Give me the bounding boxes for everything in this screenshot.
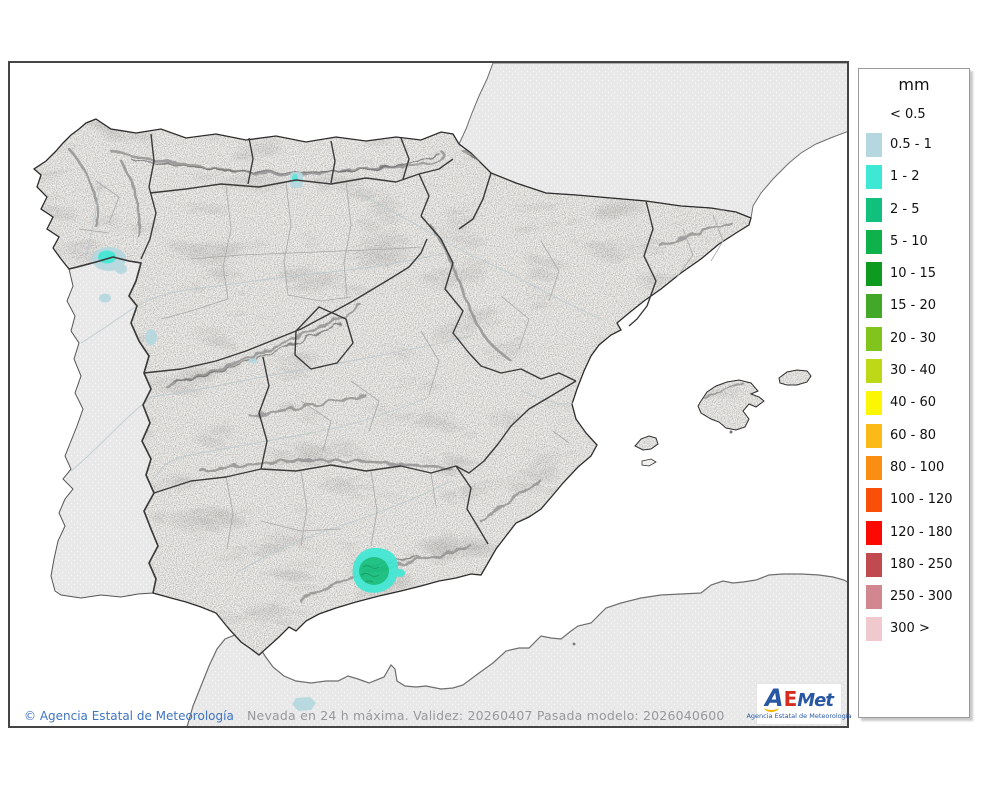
rivers <box>70 180 602 574</box>
alboran-island <box>572 642 576 646</box>
africa-land <box>186 573 847 726</box>
legend-label: 15 - 20 <box>890 298 937 314</box>
region-borders <box>68 133 657 594</box>
legend-label: 0.5 - 1 <box>890 137 932 152</box>
legend-label: 250 - 300 <box>890 589 953 605</box>
legend-swatch <box>866 359 882 384</box>
legend-label: 40 - 60 <box>890 395 937 411</box>
legend-row: 40 - 60 <box>866 391 969 416</box>
legend-label: 80 - 100 <box>890 459 945 475</box>
map-frame: © Agencia Estatal de Meteorología Nevada… <box>8 61 852 728</box>
logo-subtitle: Agencia Estatal de Meteorología <box>746 712 852 720</box>
legend-row: 180 - 250 <box>866 552 969 577</box>
legend-row: 10 - 15 <box>866 262 969 287</box>
snow-spots <box>92 172 405 711</box>
legend-label: 5 - 10 <box>890 233 928 249</box>
snow-portugal-estrela <box>145 329 157 345</box>
snow-rif-morocco <box>292 697 316 711</box>
legend-under-threshold-label: < 0.5 <box>890 107 926 122</box>
legend-row: 100 - 120 <box>866 488 969 513</box>
logo-letters-met: Met <box>797 690 834 711</box>
logo-letter-e: E <box>783 687 798 711</box>
legend-row: 0.5 - 1 <box>866 133 969 157</box>
snow-sierra-nevada-core <box>359 557 389 585</box>
snow-extremadura-spot <box>248 358 258 364</box>
legend-row: 2 - 5 <box>866 197 969 222</box>
legend-label: 180 - 250 <box>890 556 953 572</box>
legend-label: 120 - 180 <box>890 524 953 540</box>
snow-sierra-nevada-tab <box>395 569 405 577</box>
legend-row: 15 - 20 <box>866 294 969 319</box>
legend-label: 10 - 15 <box>890 266 937 282</box>
legend-row: 1 - 2 <box>866 165 969 190</box>
legend-swatch <box>866 455 882 480</box>
legend-swatch <box>866 391 882 416</box>
snow-sierra-nevada-texture <box>360 565 380 583</box>
legend-row: 60 - 80 <box>866 423 969 448</box>
legend-swatch <box>866 294 882 319</box>
legend-swatch <box>866 520 882 545</box>
legend-title: mm <box>898 75 930 94</box>
legend-label: 1 - 2 <box>890 169 920 185</box>
legend-swatch <box>866 488 882 513</box>
legend-row: 120 - 180 <box>866 520 969 545</box>
snow-galicia-tail <box>115 264 127 274</box>
legend-swatch <box>866 133 882 157</box>
mountain-ridges <box>69 149 744 603</box>
legend-row: 30 - 40 <box>866 359 969 384</box>
legend-swatch <box>866 165 882 190</box>
legend-panel: mm < 0.5 0.5 - 1 1 - 2 2 - 5 5 - 10 10 - 15 1… <box>858 68 970 718</box>
legend-swatch <box>866 262 882 287</box>
iberia-map <box>10 63 847 726</box>
legend-swatch <box>866 552 882 577</box>
legend-label: 100 - 120 <box>890 492 953 508</box>
map-caption: Nevada en 24 h máxima. Validez: 20260407… <box>247 708 725 723</box>
legend-swatch <box>866 326 882 351</box>
legend-row: 20 - 30 <box>866 326 969 351</box>
legend-rows: 0.5 - 1 1 - 2 2 - 5 5 - 10 10 - 15 15 - 20 20 … <box>859 133 969 642</box>
copyright-text: © Agencia Estatal de Meteorología <box>24 709 234 723</box>
province-borders <box>78 180 724 550</box>
legend-swatch <box>866 423 882 448</box>
legend-row: 80 - 100 <box>866 455 969 480</box>
legend-swatch <box>866 197 882 222</box>
cabrera-island <box>729 430 733 434</box>
legend-swatch <box>866 585 882 610</box>
legend-row: 300 > <box>866 617 969 642</box>
logo-yellow-swash-icon <box>764 703 779 712</box>
legend-label: 30 - 40 <box>890 363 937 379</box>
aemet-logo: AEMet Agencia Estatal de Meteorología <box>746 684 852 724</box>
legend-label: 20 - 30 <box>890 330 937 346</box>
legend-row: 5 - 10 <box>866 229 969 254</box>
legend-label: 2 - 5 <box>890 201 920 217</box>
legend-label: 300 > <box>890 621 930 637</box>
aemet-logo-word: AEMet <box>764 686 834 712</box>
formentera-island <box>641 458 657 467</box>
legend-swatch <box>866 617 882 642</box>
legend-row: 250 - 300 <box>866 585 969 610</box>
legend-swatch <box>866 229 882 254</box>
legend-label: 60 - 80 <box>890 427 937 443</box>
snow-portugal-north <box>99 293 111 303</box>
